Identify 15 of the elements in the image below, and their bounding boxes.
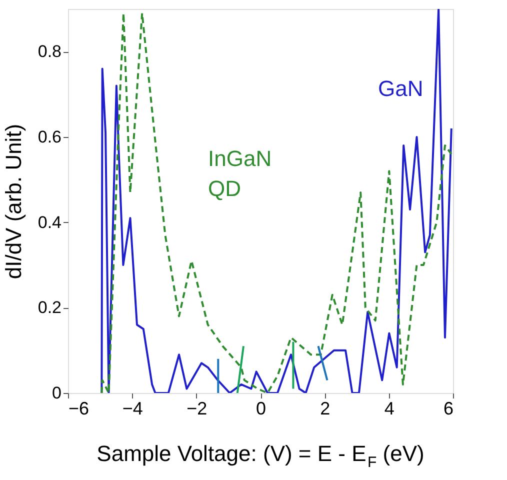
y-tick-label: 0 — [52, 384, 62, 402]
y-tick-label: 0.2 — [38, 298, 62, 318]
x-tick-label: 4 — [384, 398, 394, 418]
y-tick-label: 0.6 — [38, 128, 62, 146]
y-axis-title: dI/dV (arb. Unit) — [0, 124, 26, 280]
series-label: GaN — [378, 76, 424, 101]
x-tick-label: −6 — [68, 398, 90, 418]
x-tick-label: 2 — [320, 398, 330, 418]
x-tick-label: −4 — [122, 398, 143, 418]
text: InGaN QD — [208, 146, 272, 201]
y-tick-label: 0.4 — [38, 212, 62, 232]
x-tick-label: 0 — [256, 398, 266, 418]
x-tick-label: −2 — [186, 398, 208, 418]
x-tick-label: 6 — [443, 398, 454, 418]
y-tick-label: 0.8 — [38, 42, 62, 62]
